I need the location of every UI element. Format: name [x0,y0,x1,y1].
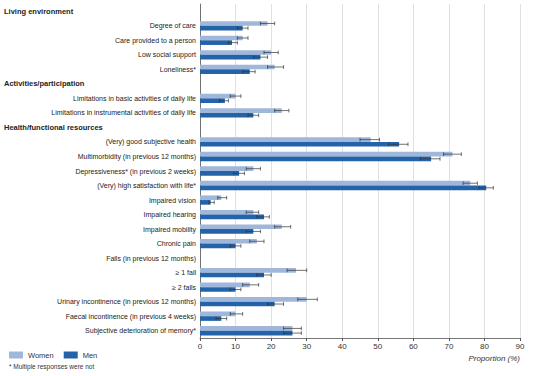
svg-text:≥ 1 fall: ≥ 1 fall [175,269,196,276]
svg-text:Impaired mobility: Impaired mobility [143,226,196,234]
svg-text:Care provided to a person: Care provided to a person [115,37,196,45]
svg-text:0: 0 [198,342,203,351]
svg-text:20: 20 [267,342,276,351]
svg-text:Limitations in instrumental ac: Limitations in instrumental activities o… [51,109,196,117]
svg-text:Low social support: Low social support [138,51,196,59]
svg-text:Depressiveness* (in previous 2: Depressiveness* (in previous 2 weeks) [75,168,196,176]
svg-text:(Very) high satisfaction with: (Very) high satisfaction with life* [97,182,196,190]
svg-text:Health/functional resources: Health/functional resources [4,123,103,132]
svg-text:Falls (in previous 12 months): Falls (in previous 12 months) [106,255,196,263]
svg-text:Women: Women [28,351,54,360]
svg-text:70: 70 [444,342,453,351]
svg-text:Activities/participation: Activities/participation [4,79,85,88]
svg-text:Impaired hearing: Impaired hearing [143,211,196,219]
svg-text:60: 60 [409,342,418,351]
svg-text:40: 40 [338,342,347,351]
svg-text:≥ 2 falls: ≥ 2 falls [172,284,197,291]
svg-text:Impaired vision: Impaired vision [149,197,196,205]
svg-text:Living environment: Living environment [4,7,74,16]
svg-text:Urinary incontinence (in previ: Urinary incontinence (in previous 12 mon… [57,298,196,306]
svg-text:50: 50 [373,342,382,351]
svg-text:30: 30 [302,342,311,351]
svg-text:Chronic pain: Chronic pain [157,240,196,248]
svg-text:(Very) good subjective health: (Very) good subjective health [106,138,196,146]
svg-text:Multimorbidity (in previous 12: Multimorbidity (in previous 12 months) [78,153,196,161]
svg-text:* Multiple responses were not: * Multiple responses were not [9,363,94,371]
svg-text:Limitations in basic activitie: Limitations in basic activities of daily… [73,95,196,103]
svg-text:Proportion (%): Proportion (%) [468,354,520,363]
svg-text:Subjective deterioration of me: Subjective deterioration of memory* [85,327,196,335]
svg-text:Faecal incontinence (in previo: Faecal incontinence (in previous 4 weeks… [66,313,196,321]
svg-text:Degree of care: Degree of care [150,22,196,30]
svg-text:10: 10 [231,342,240,351]
svg-text:90: 90 [516,342,525,351]
svg-text:80: 80 [480,342,489,351]
svg-text:Loneliness*: Loneliness* [160,66,196,73]
svg-text:Men: Men [83,351,98,360]
